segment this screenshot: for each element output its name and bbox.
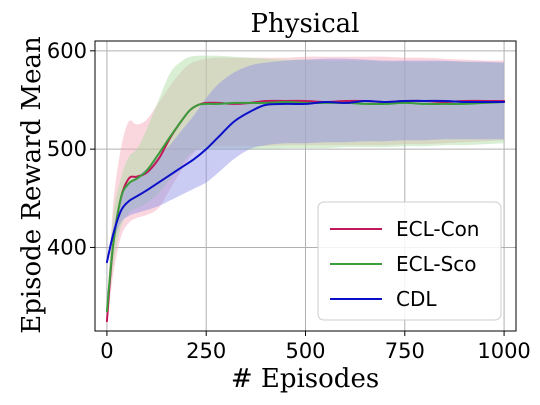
x-axis-label: # Episodes [231, 364, 379, 394]
legend-label-ecl-sco: ECL-Sco [396, 252, 477, 276]
confidence-bands [106, 55, 505, 331]
x-tick-label: 250 [186, 339, 226, 363]
band-ecl-sco [106, 55, 505, 317]
series-lines [105, 99, 506, 323]
plot-area [94, 40, 517, 332]
y-tick-label: 500 [47, 137, 87, 161]
legend-box [317, 201, 502, 321]
chart-title: Physical [251, 9, 360, 39]
x-tick-label: 500 [285, 339, 325, 363]
x-ticks: 0 250 500 750 1000 [100, 331, 531, 363]
x-tick-label: 1000 [477, 339, 530, 363]
y-tick-label: 400 [47, 235, 87, 259]
y-axis-label: Episode Reward Mean [17, 36, 47, 334]
band-ecl-con [106, 56, 505, 331]
y-ticks: 400 500 600 [47, 39, 95, 259]
legend-items: ECL-Con ECL-Sco CDL [330, 217, 480, 311]
legend-label-cdl: CDL [396, 287, 437, 311]
series-line-ecl-sco [105, 100, 506, 313]
x-tick-label: 0 [100, 339, 113, 363]
x-tick-label: 750 [385, 339, 425, 363]
legend-label-ecl-con: ECL-Con [396, 217, 480, 241]
series-line-cdl [105, 99, 506, 264]
band-cdl [106, 58, 505, 266]
legend: ECL-Con ECL-Sco CDL [317, 201, 502, 321]
y-tick-label: 600 [47, 39, 87, 63]
